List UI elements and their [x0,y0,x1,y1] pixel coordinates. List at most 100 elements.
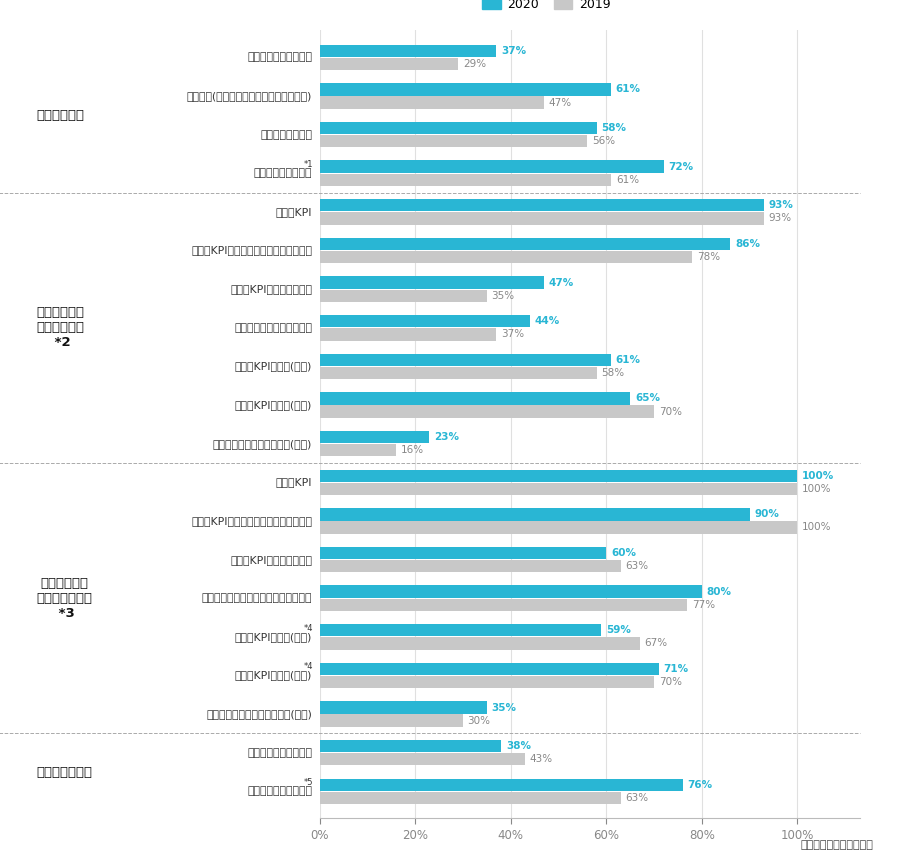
Bar [320,444,396,456]
Text: 77%: 77% [692,600,716,610]
Bar [320,560,621,572]
Text: 65%: 65% [634,393,660,404]
Bar [320,508,750,520]
Text: 代表取締役等への一任: 代表取締役等への一任 [248,747,312,758]
Text: 主要なKPIの目標(前期): 主要なKPIの目標(前期) [235,361,312,372]
Bar [320,431,429,443]
Text: 78%: 78% [697,252,720,262]
Bar [320,276,544,288]
Text: 72%: 72% [669,162,694,171]
Text: 47%: 47% [549,98,572,107]
Text: 業績連動報酬
（株式報酬等）
 *3: 業績連動報酬 （株式報酬等） *3 [36,577,92,620]
Text: 100%: 100% [802,484,832,494]
Text: 16%: 16% [400,445,424,456]
Text: 93%: 93% [769,213,792,223]
Bar [320,779,683,791]
Bar [320,83,611,95]
Text: 主要なKPIの実績(前期): 主要なKPIの実績(前期) [235,670,312,681]
Bar [320,469,797,481]
Text: 総合評価結果・賞与支給率(前期): 総合評価結果・賞与支給率(前期) [213,439,312,449]
Bar [320,637,640,650]
Text: 35%: 35% [491,291,515,301]
Text: 71%: 71% [663,664,688,674]
Text: 70%: 70% [659,407,682,417]
Bar [320,160,663,173]
Text: 37%: 37% [501,46,526,55]
Bar [320,585,702,598]
Text: 100%: 100% [802,522,832,533]
Text: 開示している企業の割合: 開示している企業の割合 [800,840,873,850]
Text: *4: *4 [303,662,313,671]
Legend: 2020, 2019: 2020, 2019 [477,0,616,16]
Bar [320,122,597,134]
Text: 59%: 59% [607,625,631,636]
Text: 報酬ベンチマーク: 報酬ベンチマーク [260,130,312,139]
Text: *5: *5 [303,779,313,787]
Text: 56%: 56% [592,136,615,146]
Text: 報酬制度全体: 報酬制度全体 [36,109,84,122]
Bar [320,753,525,766]
Text: 93%: 93% [769,200,794,210]
Text: 算式・KPIの評価ウェイト: 算式・KPIの評価ウェイト [230,284,312,294]
Text: 報酬委員会の活動内容: 報酬委員会の活動内容 [248,786,312,797]
Text: 報酬決定手続き: 報酬決定手続き [36,766,92,779]
Text: 44%: 44% [535,316,560,326]
Bar [320,482,797,495]
Bar [320,662,659,675]
Text: 35%: 35% [491,702,517,713]
Text: 標準額に対する支給変動幅: 標準額に対する支給変動幅 [234,323,312,333]
Text: 47%: 47% [549,278,574,288]
Text: 23%: 23% [434,432,459,442]
Text: 主要なKPIの選定理由・戦略との関連性: 主要なKPIの選定理由・戦略との関連性 [192,245,312,255]
Text: 38%: 38% [506,741,531,751]
Text: 主要なKPI: 主要なKPI [275,207,312,216]
Text: 67%: 67% [644,638,668,649]
Text: 43%: 43% [530,754,553,765]
Text: *1: *1 [303,160,313,169]
Bar [320,238,731,250]
Text: 86%: 86% [735,239,760,249]
Bar [320,45,496,57]
Text: *4: *4 [303,624,313,633]
Text: 制度改定の有無・概要: 制度改定の有無・概要 [248,52,312,62]
Bar [320,315,530,327]
Bar [320,58,458,70]
Bar [320,701,487,714]
Text: 80%: 80% [706,586,732,597]
Text: 63%: 63% [626,793,649,803]
Text: 60%: 60% [611,548,636,558]
Text: 主要なKPI: 主要なKPI [275,477,312,488]
Bar [320,598,688,611]
Bar [320,328,496,340]
Bar [320,675,654,688]
Text: 業績連動報酬の割合: 業績連動報酬の割合 [254,168,312,178]
Text: 主要なKPIの目標(前期): 主要なKPIの目標(前期) [235,632,312,642]
Bar [320,714,463,727]
Text: 総合評価結果・株式等給付率(前期): 総合評価結果・株式等給付率(前期) [206,709,312,719]
Text: 58%: 58% [601,368,625,378]
Bar [320,521,797,533]
Text: 63%: 63% [626,561,649,571]
Text: 37%: 37% [501,329,524,339]
Text: 30%: 30% [468,715,490,726]
Bar [320,546,607,559]
Text: 76%: 76% [688,779,713,790]
Text: 100%: 100% [802,471,834,481]
Text: 70%: 70% [659,677,682,687]
Bar [320,367,597,379]
Text: 主要なKPIの選定理由・戦略との関連性: 主要なKPIの選定理由・戦略との関連性 [192,516,312,526]
Text: 業績連動報酬
（年次賞与）
 *2: 業績連動報酬 （年次賞与） *2 [36,307,84,349]
Text: 61%: 61% [616,175,639,184]
Bar [320,740,501,753]
Text: 報酬原則(制度全体に係る基本的な考え方): 報酬原則(制度全体に係る基本的な考え方) [187,91,312,101]
Text: 29%: 29% [463,59,486,69]
Bar [320,792,621,804]
Bar [320,173,611,186]
Bar [320,96,544,109]
Text: 主要なKPIの実績(前期): 主要なKPIの実績(前期) [235,400,312,410]
Text: 58%: 58% [601,123,626,133]
Text: 基準数に対する交付株式数等の変動幅: 基準数に対する交付株式数等の変動幅 [202,593,312,604]
Bar [320,405,654,417]
Text: 算式・KPIの評価ウェイト: 算式・KPIの評価ウェイト [230,554,312,565]
Bar [320,392,630,404]
